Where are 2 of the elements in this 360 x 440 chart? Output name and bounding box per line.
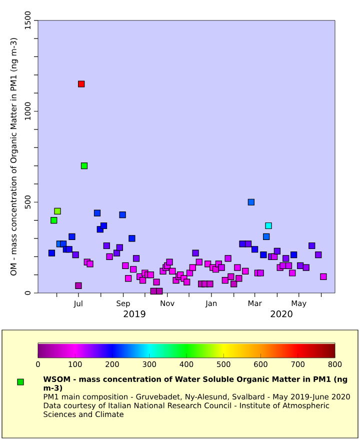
text: 2019	[124, 310, 146, 318]
text: 2020	[270, 310, 292, 318]
